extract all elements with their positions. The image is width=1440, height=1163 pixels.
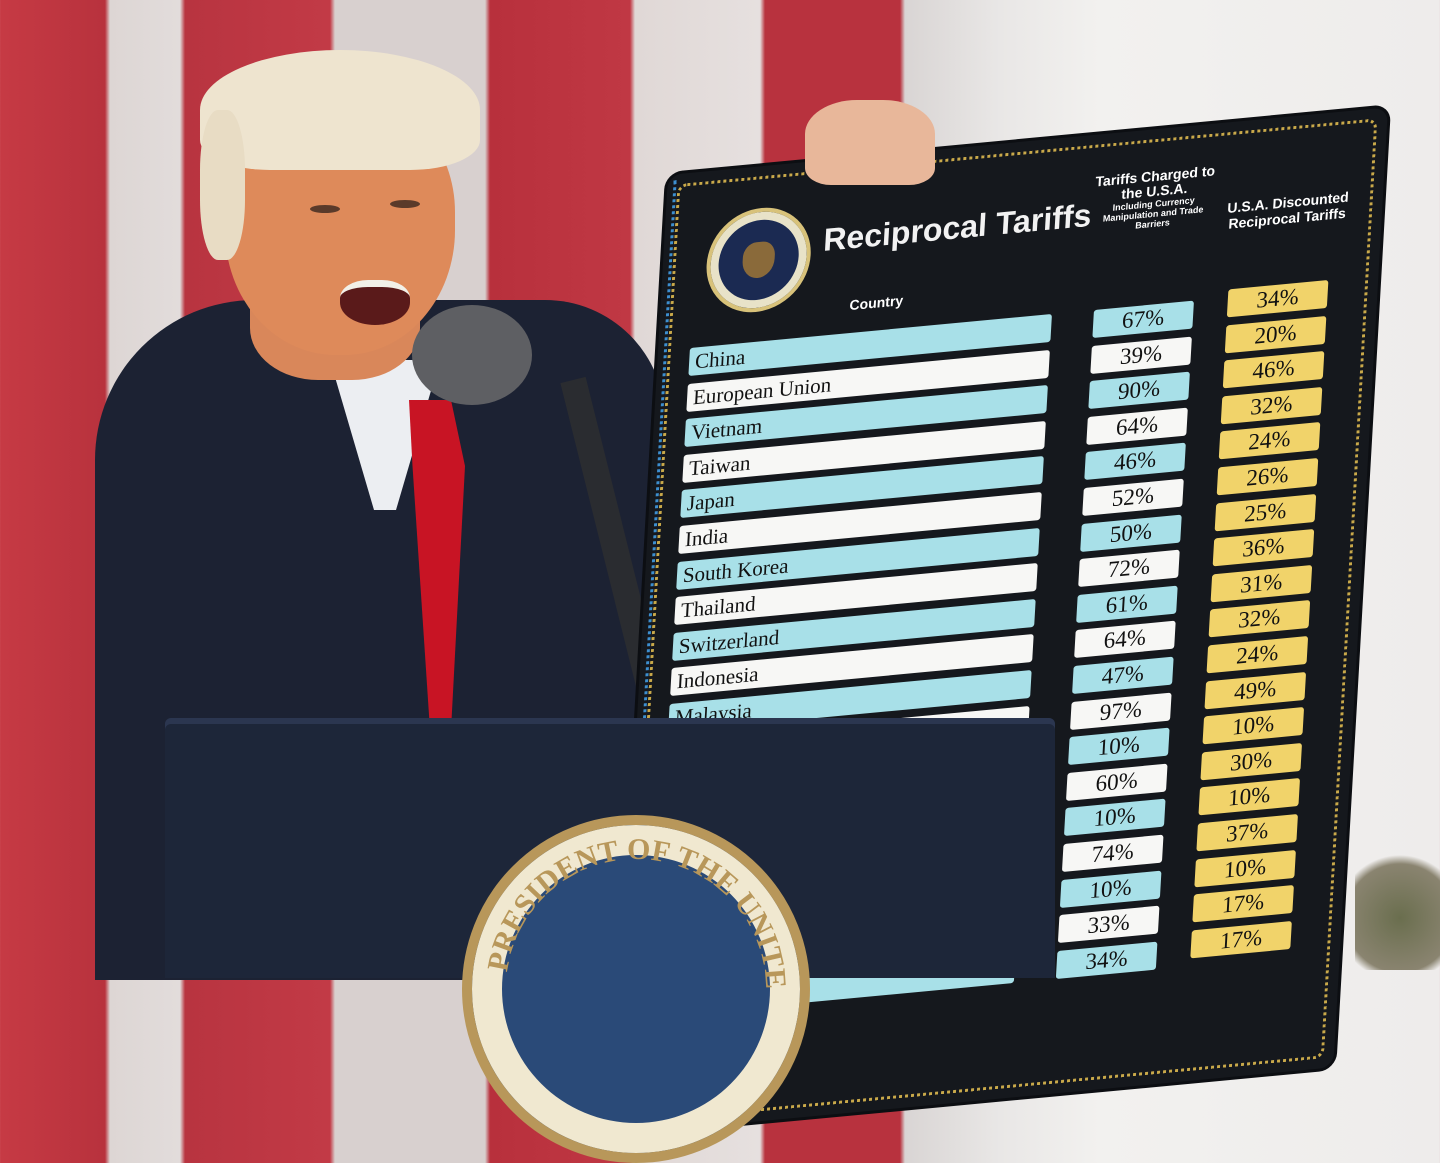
col2-header: Tariffs Charged to the U.S.A. Including … bbox=[1087, 162, 1220, 235]
microphone bbox=[412, 305, 532, 405]
hair bbox=[200, 50, 480, 170]
mouth bbox=[340, 280, 410, 325]
eagle-icon bbox=[741, 240, 776, 280]
podium-seal: PRESIDENT OF THE UNITED STATES bbox=[462, 815, 810, 1163]
eye-left bbox=[310, 205, 340, 213]
eye-right bbox=[390, 200, 420, 208]
hair-side bbox=[200, 110, 245, 260]
podium-seal-text: PRESIDENT OF THE UNITED STATES bbox=[472, 825, 792, 990]
plant bbox=[1355, 840, 1440, 970]
hand-holding-board bbox=[805, 100, 935, 185]
svg-text:PRESIDENT OF THE UNITED STATES: PRESIDENT OF THE UNITED STATES bbox=[472, 825, 792, 990]
